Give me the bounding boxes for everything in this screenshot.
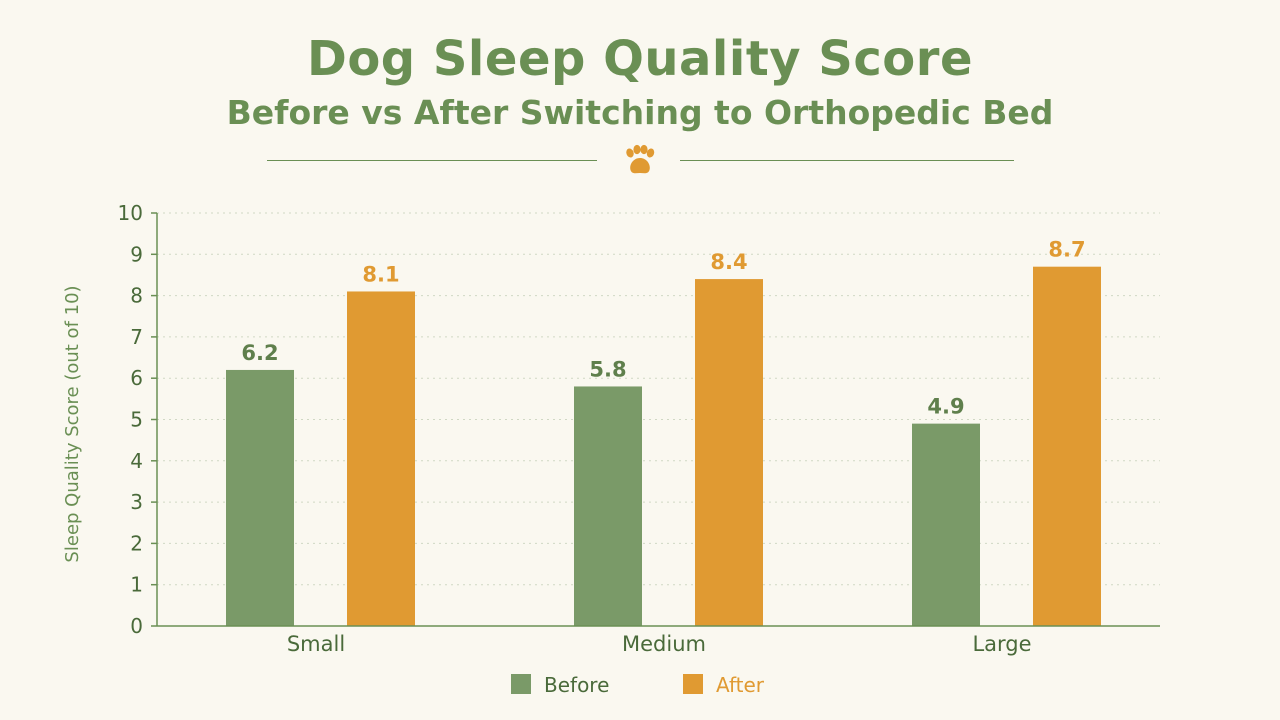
y-tick-label: 8 [130, 284, 143, 308]
y-axis-ticks: 0 1 2 3 4 5 6 7 8 9 10 [118, 201, 157, 638]
legend-swatch-after [683, 674, 703, 694]
data-label: 5.8 [589, 357, 626, 381]
bar-before-small [226, 369, 294, 626]
y-tick-label: 6 [130, 366, 143, 390]
y-tick-label: 10 [118, 201, 143, 225]
legend-label-after: After [716, 673, 765, 697]
data-labels: 6.2 5.8 4.9 8.1 8.4 8.7 [241, 238, 1085, 419]
y-tick-label: 9 [130, 242, 143, 266]
bar-before-large [912, 423, 980, 626]
y-tick-label: 7 [130, 325, 143, 349]
y-tick-label: 5 [130, 408, 143, 432]
divider-right [680, 160, 1014, 161]
bars [226, 266, 1101, 626]
bar-after-small [347, 291, 415, 626]
x-tick-label: Small [287, 632, 345, 656]
gridlines [157, 212, 1160, 586]
chart-subtitle: Before vs After Switching to Orthopedic … [226, 93, 1054, 132]
y-tick-label: 0 [130, 614, 143, 638]
x-tick-label: Large [972, 632, 1031, 656]
bar-before-medium [574, 386, 642, 626]
axes [156, 213, 1160, 627]
data-label: 6.2 [241, 341, 278, 365]
y-tick-label: 4 [130, 449, 143, 473]
bar-after-medium [695, 279, 763, 626]
data-label: 8.7 [1048, 238, 1085, 262]
y-tick-label: 3 [130, 490, 143, 514]
data-label: 4.9 [927, 395, 964, 419]
paw-icon [626, 144, 655, 174]
legend: Before After [511, 673, 765, 697]
y-axis-label: Sleep Quality Score (out of 10) [62, 285, 83, 562]
data-label: 8.1 [362, 262, 399, 286]
y-tick-label: 2 [130, 531, 143, 555]
data-label: 8.4 [710, 250, 747, 274]
chart-title: Dog Sleep Quality Score [306, 31, 974, 87]
x-tick-label: Medium [622, 632, 706, 656]
legend-label-before: Before [544, 673, 609, 697]
legend-swatch-before [511, 674, 531, 694]
divider-left [267, 160, 597, 161]
x-axis-ticks: Small Medium Large [287, 632, 1032, 656]
bar-after-large [1033, 266, 1101, 626]
y-tick-label: 1 [130, 573, 143, 597]
chart-header: Dog Sleep Quality Score Before vs After … [0, 28, 1280, 136]
